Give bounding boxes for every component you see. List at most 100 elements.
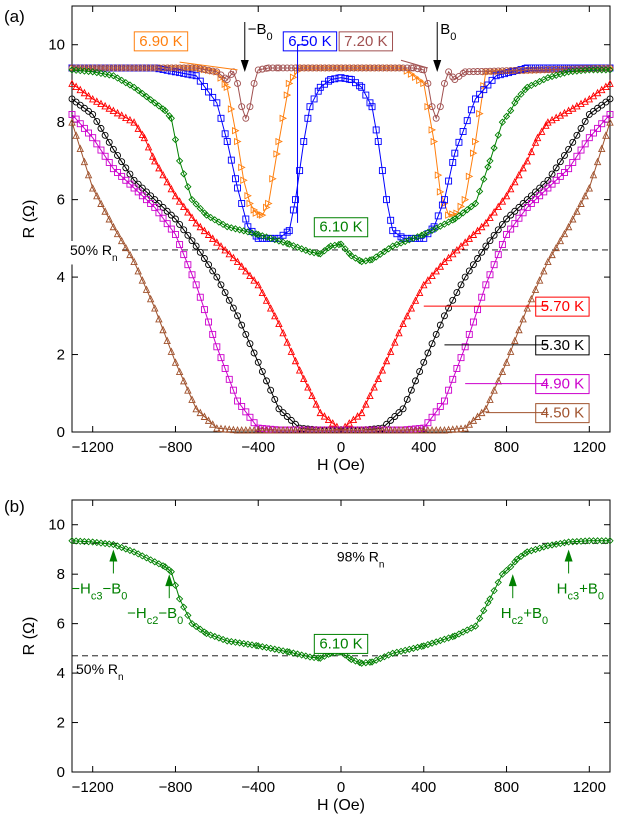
data-point bbox=[581, 140, 589, 148]
data-point bbox=[204, 416, 213, 424]
data-point bbox=[84, 170, 93, 179]
data-point bbox=[240, 639, 248, 648]
data-point bbox=[490, 67, 498, 75]
data-point bbox=[349, 415, 358, 424]
data-point bbox=[355, 256, 364, 265]
data-point bbox=[476, 614, 484, 622]
data-point bbox=[314, 249, 322, 258]
panel-a-label: (a) bbox=[4, 7, 25, 26]
data-point bbox=[540, 66, 548, 74]
data-point bbox=[337, 426, 345, 434]
data-point bbox=[507, 563, 515, 571]
data-point bbox=[163, 177, 171, 186]
data-point bbox=[234, 80, 241, 87]
data-point bbox=[117, 236, 126, 245]
data-point bbox=[420, 426, 428, 434]
data-point bbox=[445, 304, 453, 312]
data-point bbox=[505, 69, 513, 77]
data-point bbox=[304, 426, 312, 434]
data-point bbox=[244, 640, 252, 648]
data-point bbox=[295, 426, 304, 434]
data-point bbox=[496, 71, 504, 79]
data-point bbox=[130, 176, 138, 184]
data-point bbox=[250, 349, 258, 357]
data-point bbox=[374, 426, 382, 434]
data-point bbox=[209, 330, 217, 338]
data-point bbox=[436, 188, 445, 196]
data-point bbox=[597, 144, 606, 152]
data-point bbox=[387, 216, 395, 224]
data-point bbox=[467, 202, 475, 211]
data-point bbox=[407, 304, 416, 312]
series-5-30-K bbox=[68, 95, 614, 434]
series-7-20-K bbox=[68, 64, 614, 122]
data-point bbox=[258, 288, 267, 297]
data-point bbox=[130, 548, 138, 556]
series-line bbox=[71, 83, 611, 431]
x-tick-label: −400 bbox=[241, 779, 275, 796]
data-point bbox=[424, 426, 432, 434]
data-point bbox=[370, 426, 378, 434]
data-point bbox=[459, 209, 467, 217]
data-point bbox=[476, 109, 484, 118]
data-point bbox=[293, 650, 302, 658]
data-point bbox=[292, 64, 299, 72]
data-point bbox=[498, 118, 507, 126]
data-point bbox=[536, 66, 544, 74]
data-point bbox=[122, 176, 130, 184]
data-point bbox=[453, 424, 461, 433]
data-point bbox=[411, 296, 420, 304]
y-tick-label: 0 bbox=[57, 424, 65, 441]
data-point bbox=[384, 245, 393, 253]
data-point bbox=[449, 216, 457, 224]
data-point bbox=[88, 184, 97, 192]
data-point bbox=[105, 71, 113, 79]
data-point bbox=[312, 426, 320, 434]
data-point bbox=[126, 170, 134, 178]
data-point bbox=[556, 158, 564, 166]
series-label: 5.70 K bbox=[541, 298, 584, 315]
data-point bbox=[101, 131, 109, 139]
x-tick-label: −800 bbox=[159, 439, 193, 456]
data-point bbox=[441, 80, 448, 87]
data-point bbox=[482, 67, 490, 75]
data-point bbox=[457, 281, 465, 289]
series-6-50-K bbox=[68, 64, 614, 242]
data-point bbox=[254, 358, 262, 366]
data-point bbox=[289, 242, 298, 250]
data-point bbox=[184, 231, 192, 239]
data-point bbox=[246, 340, 254, 348]
data-point bbox=[354, 64, 362, 72]
data-point bbox=[314, 87, 322, 95]
data-point bbox=[171, 581, 180, 589]
data-point bbox=[163, 336, 171, 345]
data-point bbox=[519, 209, 527, 217]
data-point bbox=[469, 318, 477, 326]
x-tick-label: 1200 bbox=[573, 779, 606, 796]
data-point bbox=[122, 545, 130, 553]
data-point bbox=[486, 237, 494, 245]
data-point bbox=[424, 102, 432, 111]
data-point bbox=[221, 365, 229, 372]
data-point bbox=[217, 74, 225, 82]
data-point bbox=[480, 82, 488, 90]
panel-b-label: (b) bbox=[4, 497, 25, 516]
data-point bbox=[275, 405, 283, 413]
data-point bbox=[320, 64, 328, 72]
data-point bbox=[374, 138, 382, 145]
data-point bbox=[362, 426, 370, 434]
series-label: 4.50 K bbox=[541, 405, 584, 422]
data-point bbox=[254, 642, 262, 650]
data-point bbox=[403, 426, 411, 434]
data-point bbox=[223, 138, 231, 145]
annotation-arrowhead bbox=[564, 549, 573, 562]
data-point bbox=[101, 152, 109, 160]
x-tick-label: −1200 bbox=[72, 779, 114, 796]
data-point bbox=[418, 642, 426, 651]
data-point bbox=[420, 234, 428, 242]
data-point bbox=[337, 74, 345, 82]
annotation-label: −Hc3−B0 bbox=[71, 580, 127, 602]
data-point bbox=[238, 103, 246, 111]
data-point bbox=[449, 425, 457, 433]
data-point bbox=[221, 74, 229, 82]
